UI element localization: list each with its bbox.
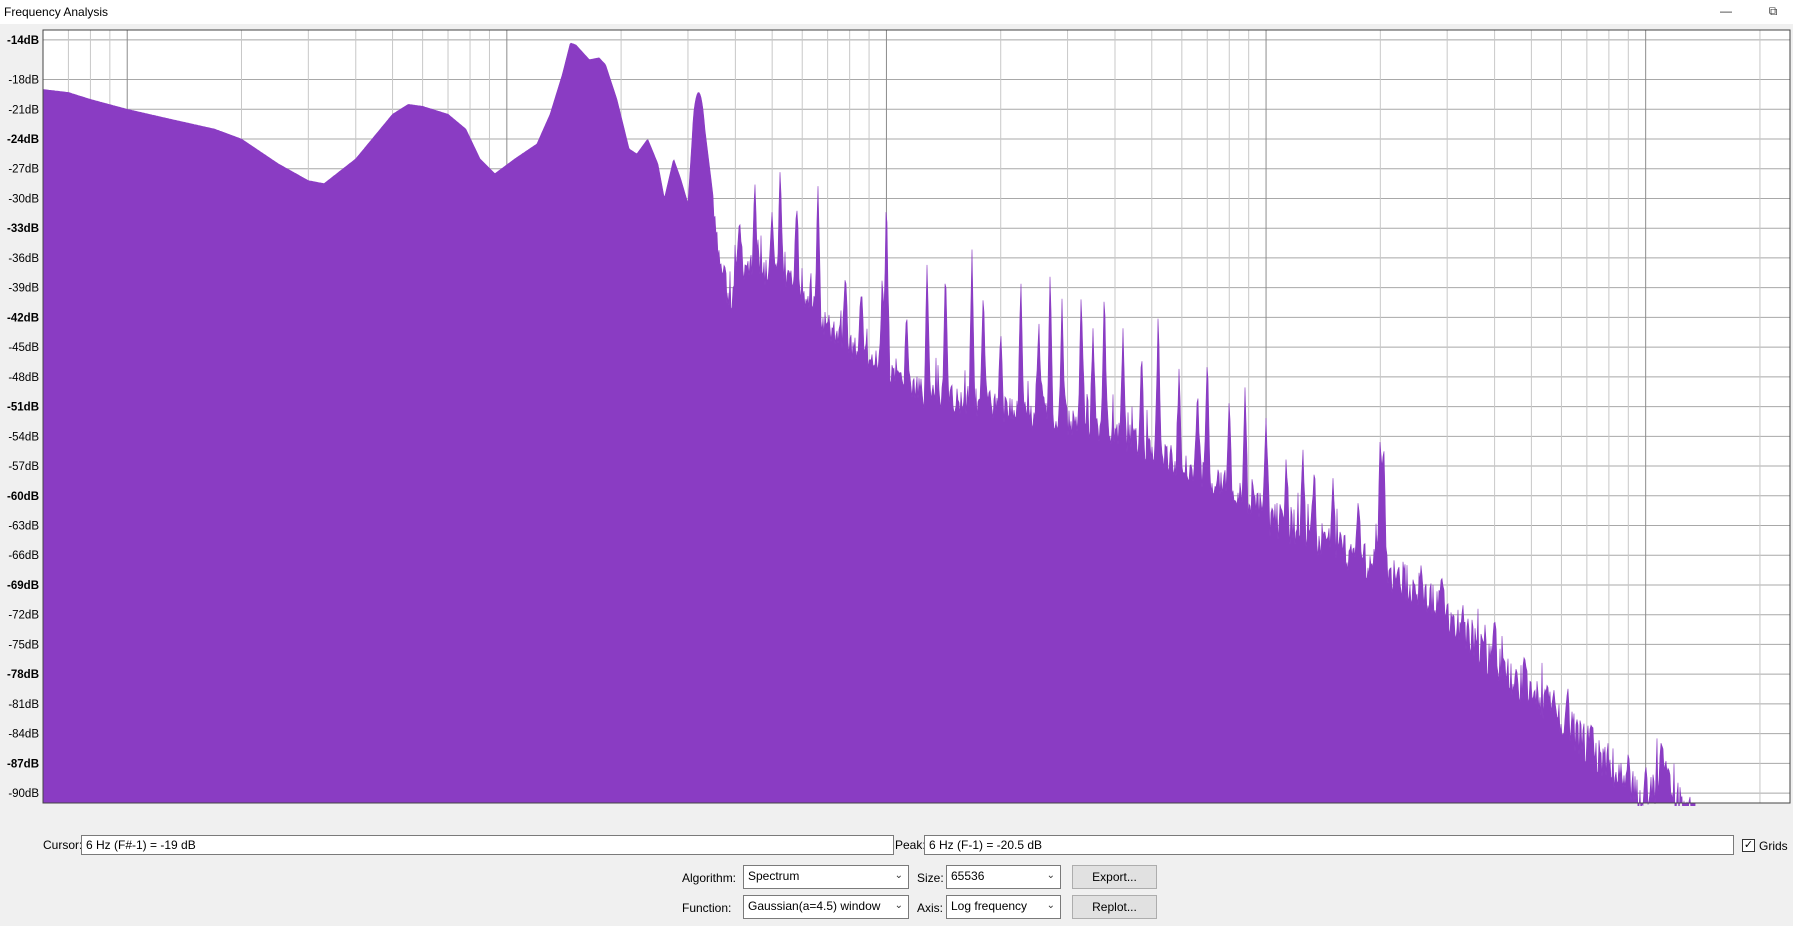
chevron-down-icon: ⌄	[894, 900, 903, 911]
y-tick-label: -18dB	[8, 75, 39, 87]
size-select[interactable]: 65536 ⌄	[946, 865, 1061, 889]
axis-value: Log frequency	[951, 899, 1028, 913]
size-label: Size:	[917, 871, 944, 885]
y-tick-label: -90dB	[8, 788, 39, 800]
y-tick-label: -57dB	[8, 461, 39, 473]
axis-select[interactable]: Log frequency ⌄	[946, 895, 1061, 919]
algorithm-label: Algorithm:	[682, 871, 737, 885]
y-tick-label: -24dB	[7, 134, 39, 146]
y-tick-label: -48dB	[8, 372, 39, 384]
y-tick-label: -54dB	[8, 431, 39, 443]
spectrum-area	[42, 42, 1696, 806]
algorithm-select[interactable]: Spectrum ⌄	[743, 865, 909, 889]
y-tick-label: -84dB	[8, 729, 39, 741]
y-tick-label: -78dB	[7, 669, 39, 681]
chevron-down-icon: ⌄	[894, 870, 903, 881]
y-tick-label: -27dB	[8, 164, 39, 176]
y-tick-label: -14dB	[7, 35, 39, 47]
y-tick-label: -39dB	[8, 283, 39, 295]
peak-readout: 6 Hz (F-1) = -20.5 dB	[924, 835, 1734, 855]
spectrum-chart[interactable]: -14dB -18dB -21dB -24dB -27dB -30dB -33dB -36dB…	[0, 24, 1793, 806]
y-tick-label: -60dB	[7, 491, 39, 503]
y-tick-label: -21dB	[8, 104, 39, 116]
title-bar: Frequency Analysis — ⧉	[0, 0, 1793, 24]
y-tick-label: -72dB	[8, 610, 39, 622]
y-tick-label: -75dB	[8, 639, 39, 651]
y-tick-label: -36dB	[8, 253, 39, 265]
function-label: Function:	[682, 901, 732, 915]
function-select[interactable]: Gaussian(a=4.5) window ⌄	[743, 895, 909, 919]
plot-border	[42, 29, 1791, 804]
size-value: 65536	[951, 869, 985, 883]
cursor-readout: 6 Hz (F#-1) = -19 dB	[81, 835, 894, 855]
axis-label: Axis:	[917, 901, 944, 915]
y-tick-label: -66dB	[8, 550, 39, 562]
replot-button[interactable]: Replot...	[1072, 895, 1157, 919]
grids-label: Grids	[1759, 839, 1788, 853]
y-tick-label: -81dB	[8, 699, 39, 711]
y-tick-label: -42dB	[7, 312, 39, 324]
function-value: Gaussian(a=4.5) window	[748, 899, 881, 913]
spectrum-plot[interactable]: -14dB -18dB -21dB -24dB -27dB -30dB -33dB -36dB…	[0, 24, 1793, 806]
y-tick-label: -87dB	[7, 758, 39, 770]
y-tick-label: -69dB	[7, 580, 39, 592]
minimize-icon[interactable]: —	[1720, 4, 1732, 18]
restore-window-icon[interactable]: ⧉	[1768, 4, 1778, 18]
y-tick-label: -30dB	[8, 193, 39, 205]
y-tick-label: -51dB	[7, 402, 39, 414]
check-icon: ✓	[1743, 839, 1754, 851]
peak-label: Peak:	[895, 838, 926, 852]
grids-checkbox[interactable]: ✓	[1742, 839, 1755, 852]
chevron-down-icon: ⌄	[1046, 870, 1055, 881]
export-button[interactable]: Export...	[1072, 865, 1157, 889]
chevron-down-icon: ⌄	[1046, 900, 1055, 911]
y-tick-label: -63dB	[8, 521, 39, 533]
y-tick-label: -45dB	[8, 342, 39, 354]
cursor-label: Cursor:	[43, 838, 83, 852]
y-tick-label: -33dB	[7, 223, 39, 235]
window-title: Frequency Analysis	[4, 5, 109, 19]
algorithm-value: Spectrum	[748, 869, 800, 883]
